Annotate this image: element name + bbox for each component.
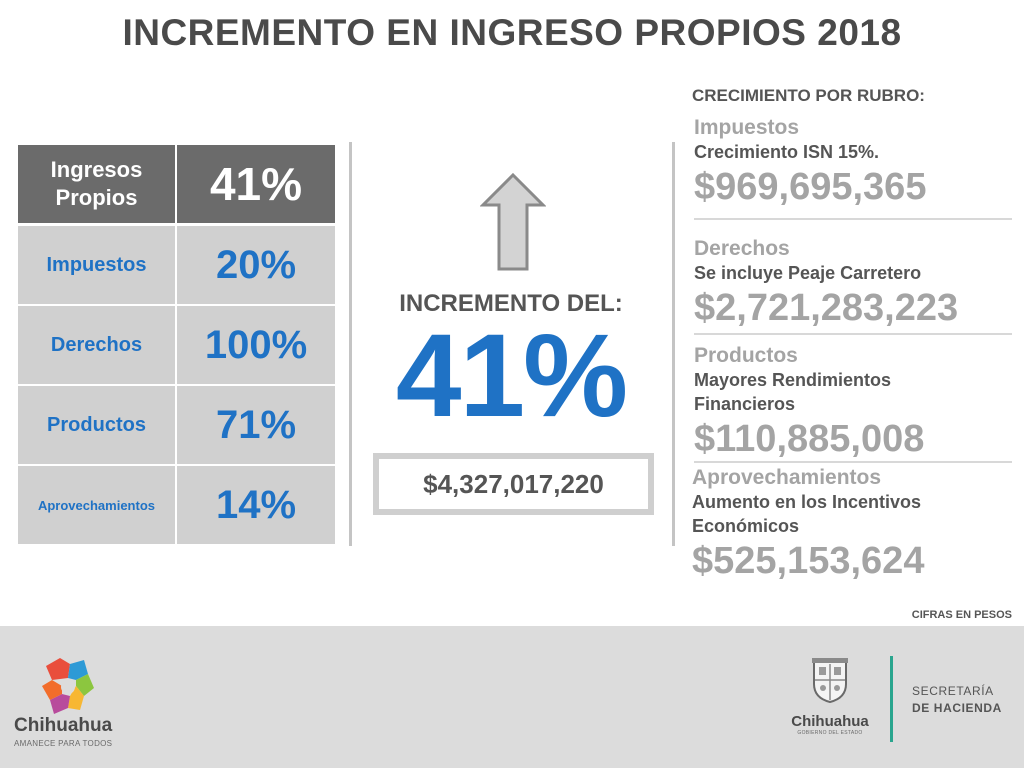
table-row-label: Productos bbox=[18, 386, 175, 464]
growth-item-desc: Crecimiento ISN 15%. bbox=[694, 142, 880, 162]
table-row-aprovechamientos: Aprovechamientos 14% bbox=[18, 466, 335, 544]
secretaria-line2: DE HACIENDA bbox=[912, 701, 1002, 715]
increment-label: INCREMENTO DEL: bbox=[399, 290, 623, 317]
gov-name: Chihuahua bbox=[791, 713, 869, 730]
growth-item-amount: $2,721,283,223 bbox=[694, 287, 959, 329]
secretaria-label: SECRETARÍA DE HACIENDA bbox=[912, 684, 1002, 715]
growth-item-amount: $969,695,365 bbox=[694, 166, 927, 208]
growth-item-desc: Financieros bbox=[694, 394, 796, 414]
chihuahua-state-logo bbox=[42, 658, 94, 714]
growth-item-name: Impuestos bbox=[694, 116, 800, 139]
table-row-derechos: Derechos 100% bbox=[18, 306, 335, 384]
growth-item-impuestos: Impuestos Crecimiento ISN 15%. $969,695,… bbox=[694, 116, 1014, 210]
table-header-label-text: Ingresos Propios bbox=[50, 157, 143, 210]
table-row-productos: Productos 71% bbox=[18, 386, 335, 464]
growth-item-derechos: Derechos Se incluye Peaje Carretero $2,7… bbox=[694, 237, 1014, 331]
increment-total-value: $4,327,017,220 bbox=[423, 468, 604, 499]
divider-right bbox=[672, 142, 675, 546]
growth-separator bbox=[694, 333, 1012, 335]
growth-item-desc: Se incluye Peaje Carretero bbox=[694, 263, 922, 283]
growth-heading: CRECIMIENTO POR RUBRO: bbox=[692, 86, 925, 105]
growth-item-aprovechamientos: Aprovechamientos Aumento en los Incentiv… bbox=[692, 466, 1012, 584]
growth-item-name: Productos bbox=[694, 344, 798, 367]
table-header-value: 41% bbox=[177, 145, 335, 223]
income-table: Ingresos Propios 41% Impuestos 20% Derech… bbox=[18, 145, 335, 546]
divider-left bbox=[349, 142, 352, 546]
government-logo: Chihuahua GOBIERNO DEL ESTADO bbox=[782, 656, 878, 736]
growth-item-name: Derechos bbox=[694, 237, 790, 260]
gov-subtitle: GOBIERNO DEL ESTADO bbox=[797, 730, 863, 736]
page-title: INCREMENTO EN INGRESO PROPIOS 2018 bbox=[122, 12, 902, 53]
footer: Chihuahua AMANECE PARA TODOS Chihuahua G… bbox=[0, 626, 1024, 768]
table-row-label: Aprovechamientos bbox=[18, 466, 175, 544]
increment-percent: 41% bbox=[395, 310, 628, 442]
table-row-value: 71% bbox=[177, 386, 335, 464]
growth-item-desc: Aumento en los Incentivos bbox=[692, 492, 922, 512]
table-row-label: Derechos bbox=[18, 306, 175, 384]
growth-separator bbox=[694, 461, 1012, 463]
growth-item-amount: $525,153,624 bbox=[692, 540, 925, 582]
table-row-label: Impuestos bbox=[18, 226, 175, 304]
table-row-value: 14% bbox=[177, 466, 335, 544]
table-row-impuestos: Impuestos 20% bbox=[18, 226, 335, 304]
table-header-row: Ingresos Propios 41% bbox=[18, 145, 335, 223]
coat-of-arms-icon bbox=[812, 658, 848, 704]
table-header-label: Ingresos Propios bbox=[18, 145, 175, 223]
table-row-value: 100% bbox=[177, 306, 335, 384]
footer-divider bbox=[890, 656, 893, 742]
growth-item-productos: Productos Mayores Rendimientos Financier… bbox=[694, 344, 1014, 462]
increment-total: $4,327,017,220 bbox=[373, 453, 654, 515]
growth-item-desc: Económicos bbox=[692, 516, 800, 536]
brand-tagline: AMANECE PARA TODOS bbox=[14, 739, 113, 748]
growth-item-amount: $110,885,008 bbox=[694, 418, 925, 460]
table-row-value: 20% bbox=[177, 226, 335, 304]
brand-name: Chihuahua bbox=[14, 715, 113, 736]
secretaria-line1: SECRETARÍA bbox=[912, 684, 994, 698]
growth-item-desc: Mayores Rendimientos bbox=[694, 370, 892, 390]
currency-note: CIFRAS EN PESOS bbox=[911, 609, 1012, 621]
growth-separator bbox=[694, 218, 1012, 220]
up-arrow-icon bbox=[480, 172, 546, 271]
growth-item-name: Aprovechamientos bbox=[692, 466, 882, 489]
